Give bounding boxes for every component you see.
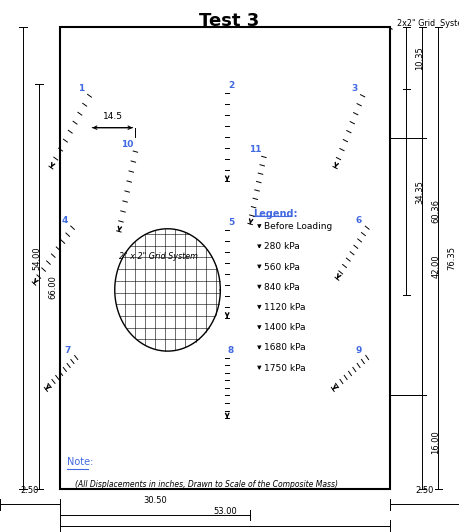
Text: Before Loading: Before Loading: [264, 222, 333, 231]
Text: 66.00: 66.00: [48, 275, 57, 299]
Text: Legend:: Legend:: [253, 209, 298, 219]
Text: 280 kPa: 280 kPa: [264, 243, 300, 251]
Text: 10: 10: [121, 140, 133, 148]
Text: 9: 9: [356, 346, 362, 354]
Text: 4: 4: [61, 216, 67, 225]
Text: 54.00: 54.00: [32, 246, 41, 270]
Text: 7: 7: [65, 346, 71, 354]
Text: Note:: Note:: [67, 457, 93, 467]
Text: 8: 8: [228, 346, 234, 354]
Text: 5: 5: [228, 218, 234, 227]
Text: 1680 kPa: 1680 kPa: [264, 344, 306, 352]
Text: 42.00: 42.00: [431, 254, 441, 278]
Text: 60.36: 60.36: [431, 198, 441, 222]
Text: 10.35: 10.35: [415, 46, 425, 70]
Text: 2x2" Grid  System: 2x2" Grid System: [397, 19, 459, 28]
Bar: [60, 27, 390, 489]
Text: 2" x 2" Grid System: 2" x 2" Grid System: [119, 252, 198, 261]
Text: 53.00: 53.00: [213, 507, 237, 516]
Text: 30.50: 30.50: [143, 496, 167, 505]
Text: 3: 3: [351, 84, 358, 93]
Text: Test 3: Test 3: [199, 12, 260, 30]
Text: 840 kPa: 840 kPa: [264, 283, 300, 292]
Text: 1400 kPa: 1400 kPa: [264, 323, 306, 332]
Text: 2.50: 2.50: [21, 486, 39, 495]
Text: 1750 kPa: 1750 kPa: [264, 364, 306, 372]
Text: 76.35: 76.35: [448, 246, 457, 270]
Text: 1: 1: [78, 84, 84, 93]
Text: 2.50: 2.50: [415, 486, 434, 495]
Text: 16.00: 16.00: [431, 430, 441, 454]
Text: 2: 2: [228, 81, 234, 90]
Text: 14.5: 14.5: [102, 112, 123, 121]
Text: 11: 11: [249, 145, 262, 154]
Text: (All Displacements in inches, Drawn to Scale of the Composite Mass): (All Displacements in inches, Drawn to S…: [75, 480, 338, 489]
Text: 560 kPa: 560 kPa: [264, 263, 300, 271]
Text: 34.35: 34.35: [415, 180, 425, 204]
Text: 6: 6: [356, 216, 362, 225]
Text: 1120 kPa: 1120 kPa: [264, 303, 306, 312]
